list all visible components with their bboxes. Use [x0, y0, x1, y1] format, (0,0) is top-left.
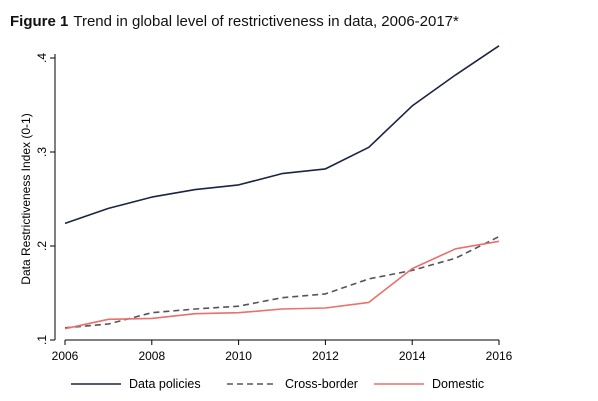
x-tick-label-2010: 2010: [225, 349, 252, 363]
x-tick-label-2006: 2006: [52, 349, 79, 363]
y-tick-label-0: .1: [35, 335, 49, 345]
figure-label: Figure 1: [10, 13, 69, 30]
series-line-domestic: [64, 240, 500, 330]
y-tick-label-1: .2: [35, 241, 49, 251]
x-tick-label-2012: 2012: [312, 349, 339, 363]
x-tick-label-2014: 2014: [399, 349, 426, 363]
chart-series-lines: [64, 45, 500, 330]
y-axis-title: Data Restrictiveness Index (0-1): [19, 113, 33, 284]
y-tick-label-3: .4: [35, 53, 49, 63]
series-line-data-policies: [64, 45, 500, 225]
legend-label-domestic: Domestic: [432, 377, 484, 391]
chart-axes: 2006 2008 2010 2012 2014 2016 .1 .2 .3 .4 Data Res…: [19, 53, 513, 363]
y-tick-label-2: .3: [35, 147, 49, 157]
x-tick-label-2016: 2016: [486, 349, 513, 363]
legend-label-data-policies: Data policies: [129, 377, 201, 391]
legend-label-cross-border: Cross-border: [285, 377, 358, 391]
series-line-cross-border: [64, 235, 500, 329]
figure-title-text: Trend in global level of restrictiveness…: [73, 13, 459, 30]
x-tick-label-2008: 2008: [138, 349, 165, 363]
chart-legend: Data policies Cross-border Domestic: [71, 377, 484, 391]
figure-title: Figure 1 Trend in global level of restric…: [10, 13, 459, 30]
